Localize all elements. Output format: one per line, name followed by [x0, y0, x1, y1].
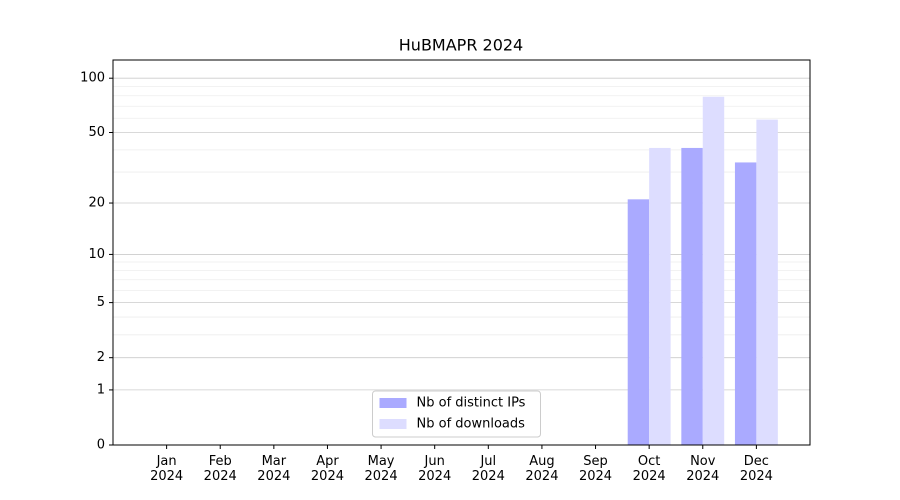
bar — [734, 162, 757, 445]
legend-swatch — [379, 419, 407, 429]
x-tick-label: May 2024 — [364, 454, 398, 484]
bar — [702, 96, 725, 445]
legend-label: Nb of distinct IPs — [417, 396, 526, 411]
x-tick-label: Aug 2024 — [525, 454, 559, 484]
y-tick-label: 10 — [88, 247, 105, 262]
legend-swatch — [379, 398, 407, 408]
y-tick-label: 0 — [97, 438, 105, 453]
y-tick-label: 20 — [88, 196, 105, 211]
legend: Nb of distinct IPs Nb of downloads — [372, 390, 541, 438]
plot-frame — [112, 59, 811, 446]
y-tick-label: 100 — [80, 71, 105, 86]
y-tick-label: 5 — [97, 295, 105, 310]
x-tick-label: Jan 2024 — [150, 454, 184, 484]
legend-box — [372, 390, 541, 438]
x-tick-label: Feb 2024 — [203, 454, 237, 484]
x-tick-label: Sep 2024 — [578, 454, 613, 484]
y-tick-label: 2 — [97, 350, 105, 365]
chart-title: HuBMAPR 2024 — [399, 36, 523, 55]
x-tick-label: Oct 2024 — [632, 454, 666, 484]
x-tick-label: Dec 2024 — [739, 454, 773, 484]
x-tick-label: Nov 2024 — [686, 454, 720, 484]
x-tick-label: Jun 2024 — [418, 454, 452, 484]
x-tick-label: Jul 2024 — [471, 454, 505, 484]
y-tick-label: 50 — [88, 125, 105, 140]
x-tick-label: Apr 2024 — [310, 454, 344, 484]
x-tick-label: Mar 2024 — [257, 454, 291, 484]
bar — [649, 147, 671, 445]
bar — [681, 147, 703, 445]
bar — [756, 119, 778, 446]
bar — [627, 199, 650, 445]
y-tick-label: 1 — [97, 382, 105, 397]
legend-label: Nb of downloads — [417, 417, 526, 432]
